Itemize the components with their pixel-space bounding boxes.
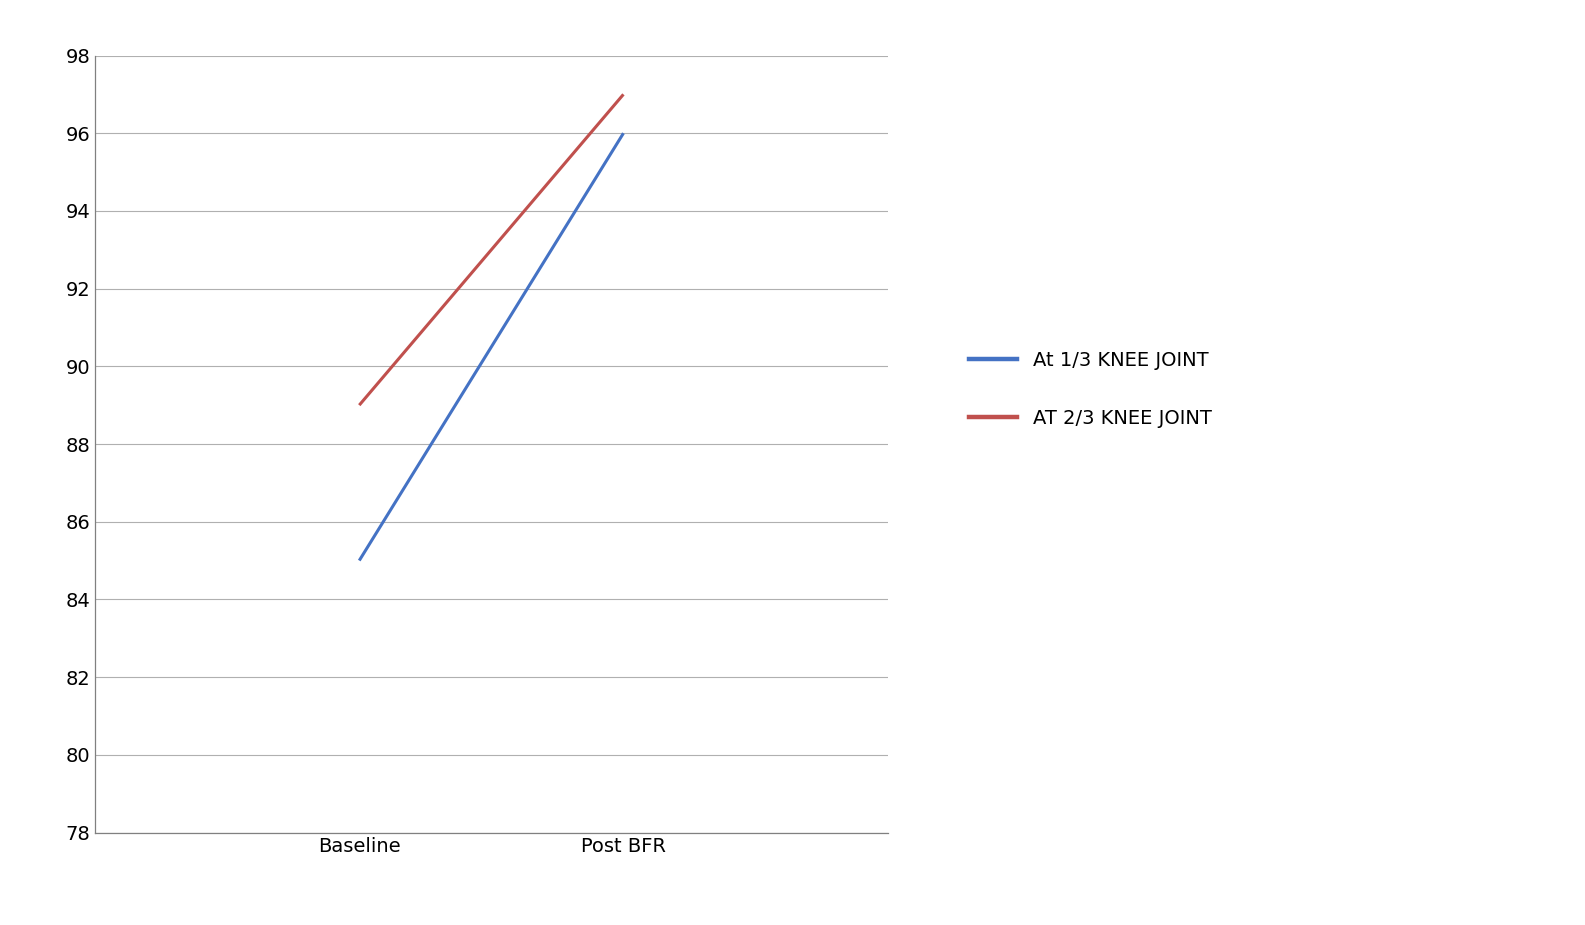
- Legend: At 1/3 KNEE JOINT, AT 2/3 KNEE JOINT: At 1/3 KNEE JOINT, AT 2/3 KNEE JOINT: [961, 343, 1219, 436]
